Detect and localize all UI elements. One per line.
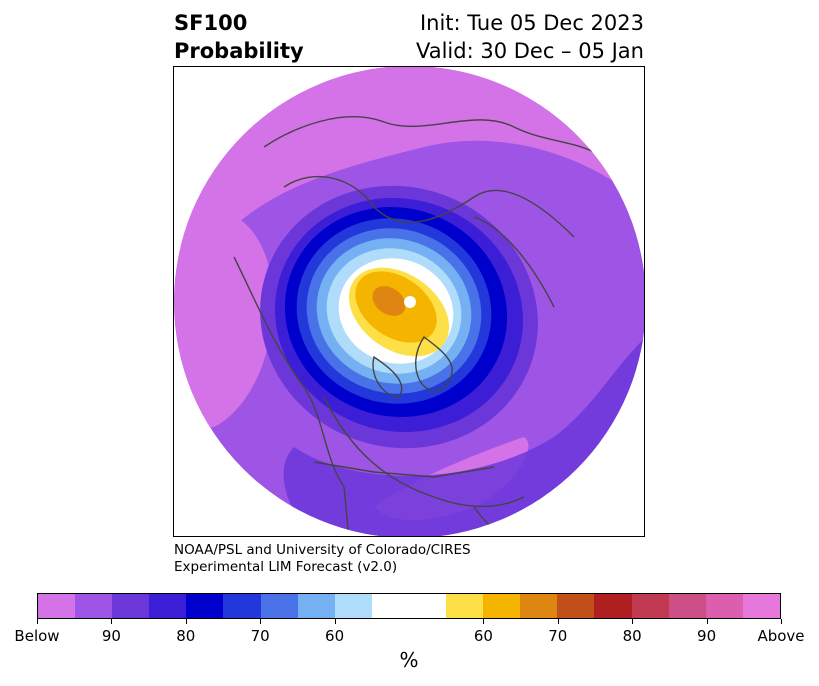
colorbar-swatch [149, 594, 187, 618]
colorbar-swatch [520, 594, 558, 618]
colorbar-tick-mark [483, 619, 485, 624]
colorbar-swatch [668, 594, 706, 618]
colorbar-swatch [371, 594, 409, 618]
colorbar-tick-label: 60 [325, 627, 345, 645]
colorbar-swatch [112, 594, 150, 618]
colorbar-tick-label: Below [14, 627, 60, 645]
colorbar-swatch [297, 594, 335, 618]
colorbar-swatch [631, 594, 669, 618]
colorbar-tick-mark [781, 619, 782, 624]
colorbar-tick-mark [632, 619, 634, 624]
colorbar-tick-label: 60 [473, 627, 493, 645]
credit-line-2: Experimental LIM Forecast (v2.0) [174, 559, 398, 575]
colorbar-tick-label: Above [757, 627, 805, 645]
colorbar-tick-label: 70 [250, 627, 270, 645]
colorbar-swatch [75, 594, 113, 618]
colorbar-swatch [594, 594, 632, 618]
pink-lobe-west [174, 207, 273, 437]
colorbar-swatch [483, 594, 521, 618]
init-date: Init: Tue 05 Dec 2023 [419, 11, 644, 35]
colorbar-swatch [223, 594, 261, 618]
colorbar-tick-label: 80 [622, 627, 642, 645]
colorbar-tick-mark [185, 619, 187, 624]
ring-orange [372, 286, 406, 316]
colorbar-tick-label: 80 [176, 627, 196, 645]
colorbar-swatch [260, 594, 298, 618]
pink-lobe-north [174, 67, 644, 247]
title-right: Init: Tue 05 Dec 2023 Valid: 30 Dec – 05… [416, 9, 644, 65]
colorbar-tick-mark [557, 619, 559, 624]
credit-line-1: NOAA/PSL and University of Colorado/CIRE… [174, 542, 471, 558]
variable-label: SF100 [174, 11, 248, 35]
colorbar-tick-mark [260, 619, 262, 624]
credit-block: NOAA/PSL and University of Colorado/CIRE… [174, 542, 471, 576]
coastlines [233, 116, 625, 536]
colorbar-tick-label: 90 [101, 627, 121, 645]
colorbar-swatch [334, 594, 372, 618]
colorbar-swatch [186, 594, 224, 618]
valid-range: Valid: 30 Dec – 05 Jan [415, 39, 644, 63]
colorbar-tick-mark [37, 619, 38, 624]
colorbar-tick-label: 70 [548, 627, 568, 645]
colorbar-tick-mark [111, 619, 113, 624]
colorbar-swatch [38, 594, 76, 618]
colorbar-tick-mark [706, 619, 708, 624]
pole-marker [404, 296, 416, 308]
purple-band-south [283, 337, 644, 536]
colorbar-tick-label: 90 [697, 627, 717, 645]
colorbar-swatch [557, 594, 595, 618]
colorbar-tick-mark [334, 619, 336, 624]
map-svg [174, 67, 644, 536]
polar-map [173, 66, 645, 537]
colorbar [37, 593, 781, 619]
product-label: Probability [174, 39, 304, 63]
colorbar-swatch [408, 594, 447, 618]
colorbar-swatch [446, 594, 484, 618]
title-left: SF100 Probability [174, 9, 304, 65]
colorbar-unit: % [399, 648, 419, 672]
colorbar-swatch [742, 594, 780, 618]
colorbar-swatch [705, 594, 743, 618]
